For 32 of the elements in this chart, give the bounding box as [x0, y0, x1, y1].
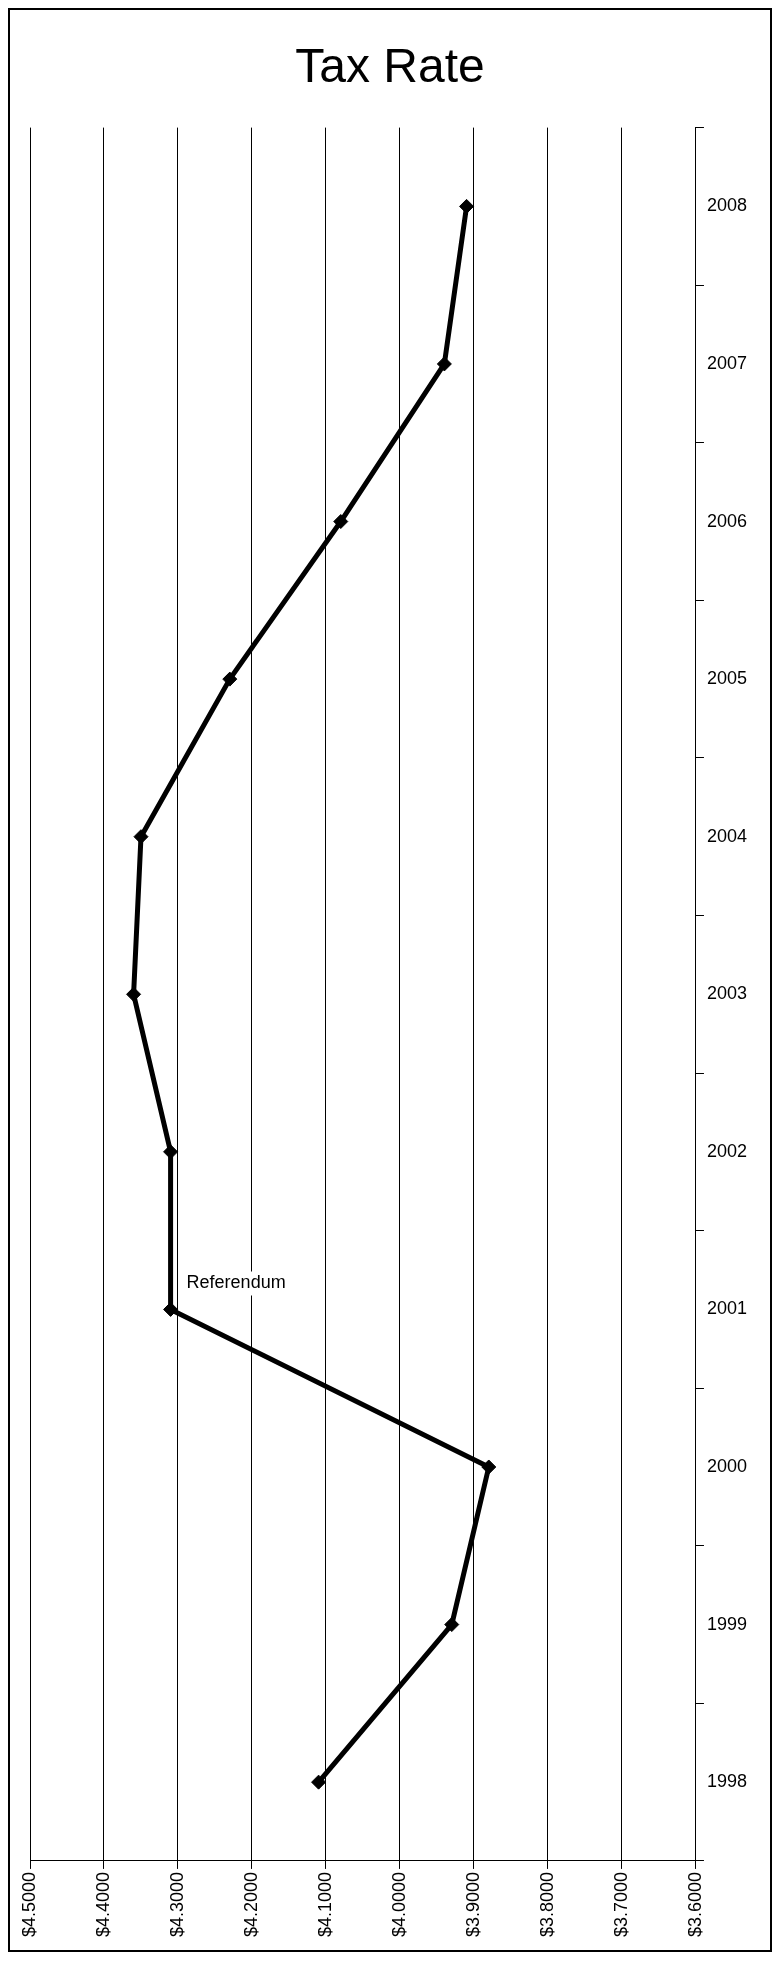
x-tick-label: $4.4000: [92, 1871, 113, 1938]
point: [481, 1459, 497, 1475]
y-tick-label: 2000: [706, 1455, 747, 1476]
y-tick-label: 2005: [706, 668, 747, 689]
point: [333, 514, 349, 530]
point: [459, 198, 475, 214]
x-tick-label: $4.5000: [18, 1871, 39, 1938]
point: [444, 1617, 460, 1633]
y-tick-label: 2004: [706, 825, 747, 846]
point: [436, 356, 452, 372]
x-tick-label: $3.6000: [684, 1871, 705, 1938]
y-tick-label: 2008: [706, 195, 747, 216]
y-tick-label: 2003: [706, 983, 747, 1004]
x-tick-label: $3.8000: [536, 1871, 557, 1938]
chart-title: Tax Rate: [295, 39, 485, 93]
y-tick-label: 2002: [706, 1140, 747, 1161]
y-tick-label: 1998: [706, 1771, 747, 1792]
x-tick-label: $4.2000: [240, 1871, 261, 1938]
x-tick-label: $4.1000: [314, 1871, 335, 1938]
y-tick-label: 2006: [706, 510, 747, 531]
point: [222, 671, 238, 687]
annotation: Referendum: [186, 1272, 286, 1293]
x-tick-label: $3.7000: [610, 1871, 631, 1938]
y-tick-label: 1999: [706, 1613, 747, 1634]
x-tick-label: $4.3000: [166, 1871, 187, 1938]
point: [311, 1774, 327, 1790]
point: [126, 986, 142, 1002]
y-tick-label: 2001: [706, 1298, 747, 1319]
x-tick-label: $3.9000: [462, 1871, 483, 1938]
point: [163, 1144, 179, 1160]
x-tick-label: $4.0000: [388, 1871, 409, 1938]
y-tick-label: 2007: [706, 352, 747, 373]
